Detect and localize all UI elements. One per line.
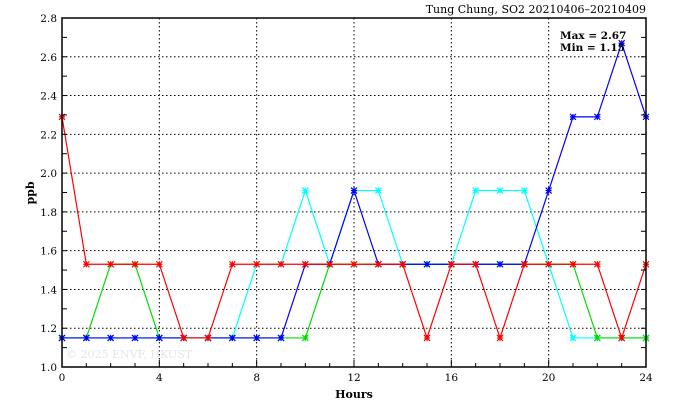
data-point-red bbox=[326, 260, 334, 268]
data-point-red bbox=[301, 260, 309, 268]
data-point-red bbox=[618, 334, 626, 342]
chart-title: Tung Chung, SO2 20210406–20210409 bbox=[426, 3, 646, 16]
data-point-cyan bbox=[520, 187, 528, 194]
min-annotation: Min = 1.15 bbox=[560, 42, 625, 54]
data-point-red bbox=[374, 260, 382, 268]
x-tick-label: 4 bbox=[156, 372, 163, 384]
data-point-red bbox=[545, 260, 553, 268]
y-tick-label: 2.2 bbox=[40, 129, 57, 141]
data-point-red bbox=[520, 260, 528, 268]
data-point-red bbox=[472, 260, 480, 268]
data-point-cyan bbox=[569, 334, 577, 342]
x-tick-label: 8 bbox=[253, 372, 260, 384]
data-point-red bbox=[399, 260, 407, 268]
y-tick-label: 1.8 bbox=[40, 207, 57, 219]
data-point-red bbox=[423, 334, 431, 342]
x-tick-label: 24 bbox=[639, 372, 653, 384]
data-point-red bbox=[131, 260, 139, 268]
y-tick-label: 2.0 bbox=[40, 168, 57, 180]
data-point-red bbox=[447, 260, 455, 268]
data-point-blue bbox=[82, 334, 90, 342]
data-point-red bbox=[277, 260, 285, 268]
data-point-red bbox=[107, 260, 115, 268]
y-tick-label: 2.8 bbox=[40, 13, 57, 25]
data-point-blue bbox=[496, 260, 504, 268]
data-point-cyan bbox=[472, 187, 480, 194]
data-point-red bbox=[350, 260, 358, 268]
data-point-red bbox=[253, 260, 261, 268]
data-point-red bbox=[204, 334, 212, 342]
data-point-blue bbox=[131, 334, 139, 342]
series-group bbox=[58, 39, 650, 342]
data-point-blue bbox=[618, 39, 626, 47]
data-point-red bbox=[593, 260, 601, 268]
grid bbox=[62, 18, 646, 367]
data-point-blue bbox=[107, 334, 115, 342]
data-point-red bbox=[82, 260, 90, 268]
data-point-blue bbox=[593, 113, 601, 121]
data-point-red bbox=[496, 334, 504, 342]
x-tick-label: 20 bbox=[542, 372, 555, 384]
data-point-blue bbox=[350, 187, 358, 194]
y-axis-label: ppb bbox=[24, 181, 37, 204]
x-tick-label: 0 bbox=[59, 372, 66, 384]
x-tick-label: 16 bbox=[445, 372, 459, 384]
y-tick-label: 2.4 bbox=[40, 91, 57, 103]
y-tick-label: 1.4 bbox=[40, 284, 57, 296]
data-point-blue bbox=[545, 187, 553, 194]
data-point-cyan bbox=[496, 187, 504, 194]
data-point-blue bbox=[155, 334, 163, 342]
data-point-blue bbox=[569, 113, 577, 121]
watermark: © 2025 ENVF, HKUST bbox=[66, 348, 193, 361]
data-point-cyan bbox=[301, 187, 309, 194]
data-point-blue bbox=[277, 334, 285, 342]
data-point-blue bbox=[423, 260, 431, 268]
x-axis-label: Hours bbox=[335, 388, 373, 401]
y-tick-label: 2.6 bbox=[40, 52, 57, 64]
y-tick-label: 1.0 bbox=[40, 362, 57, 374]
data-point-blue bbox=[228, 334, 236, 342]
y-tick-label: 1.6 bbox=[40, 246, 57, 258]
ticks: 0 4 8 12 16 20 24 1.0 1.2 1.4 1.6 1.8 2.0 2.2 2.4 2.6 2.… bbox=[40, 13, 653, 384]
data-point-blue bbox=[253, 334, 261, 342]
data-point-red bbox=[228, 260, 236, 268]
x-tick-label: 12 bbox=[347, 372, 360, 384]
y-tick-label: 1.2 bbox=[40, 323, 57, 335]
data-point-green bbox=[593, 334, 601, 342]
data-point-green bbox=[301, 334, 309, 342]
data-point-cyan bbox=[374, 187, 382, 194]
data-point-red bbox=[155, 260, 163, 268]
data-point-red bbox=[569, 260, 577, 268]
data-point-red bbox=[180, 334, 188, 342]
max-annotation: Max = 2.67 bbox=[560, 30, 626, 42]
